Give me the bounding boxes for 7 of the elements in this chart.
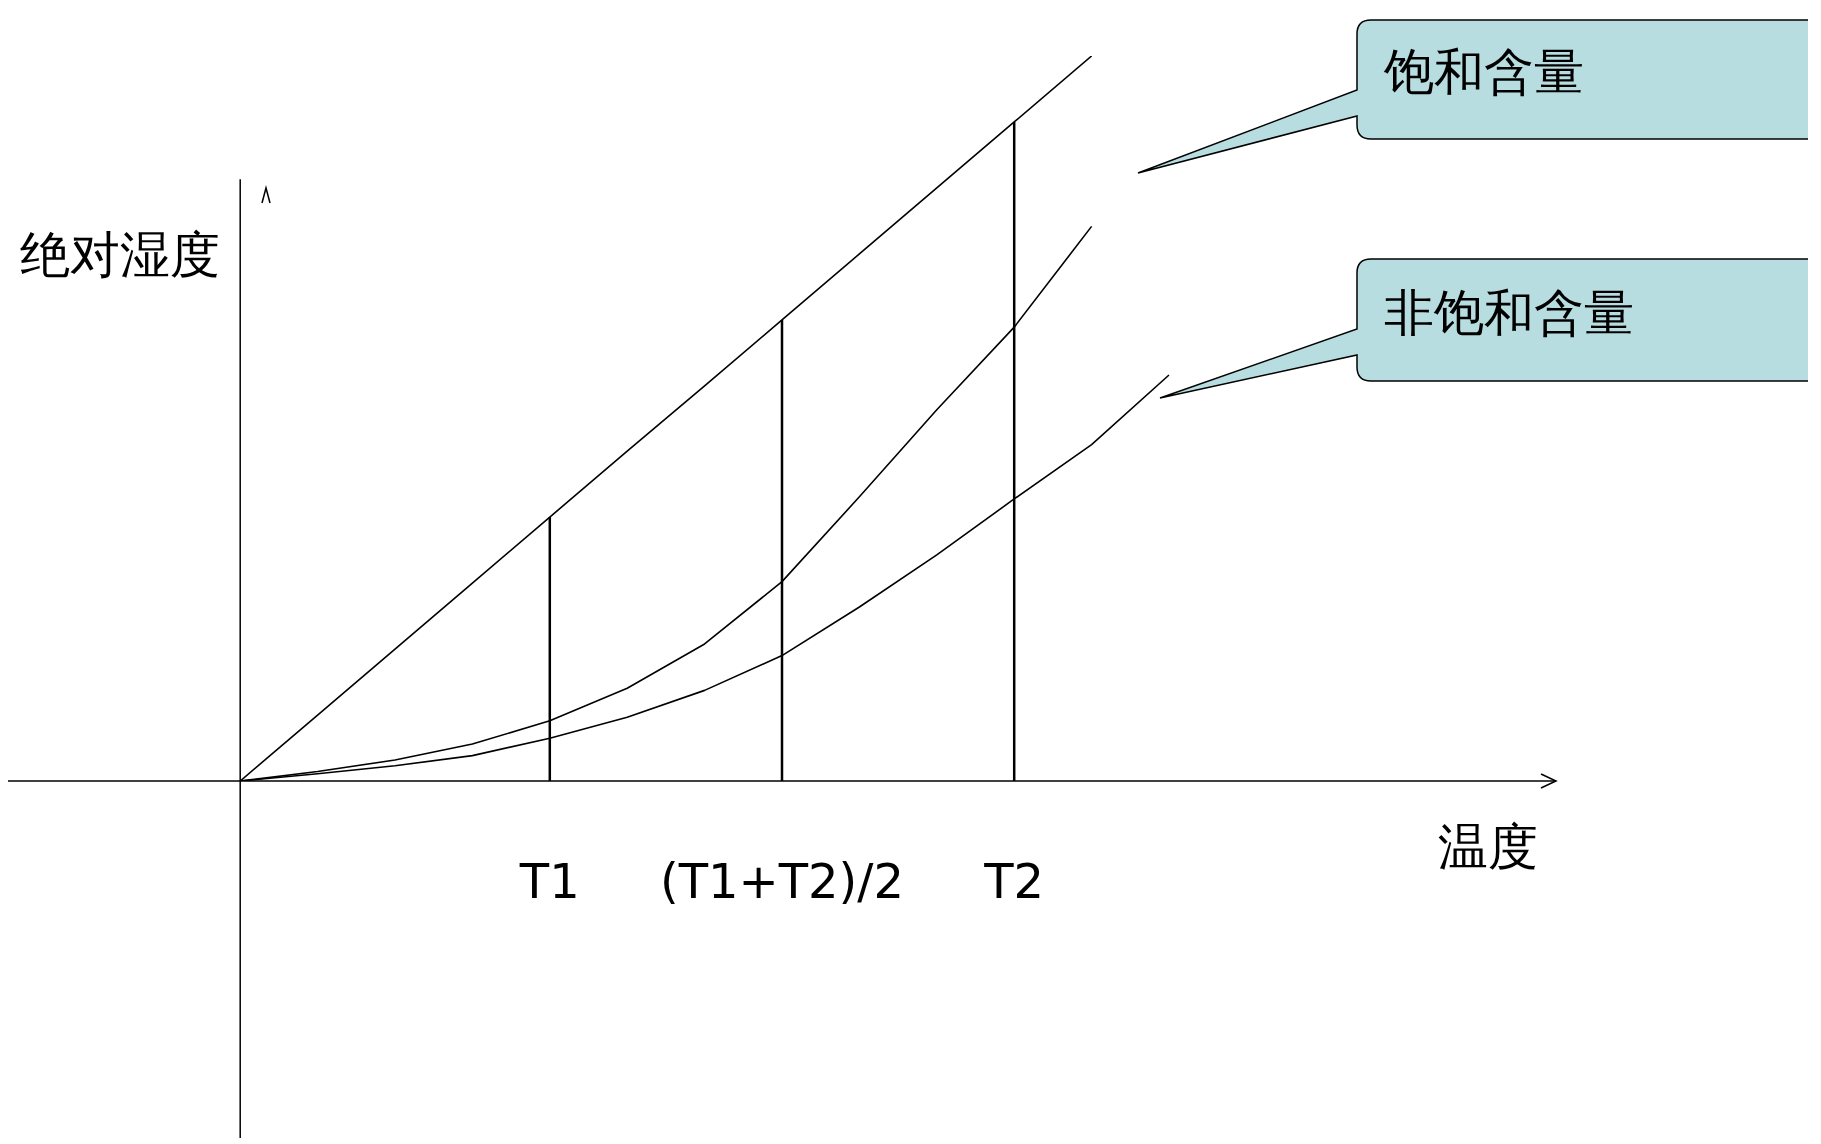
x-tick-label: T2 (983, 853, 1045, 910)
text: 饱和含量 (1383, 43, 1584, 101)
y-axis-title: 绝对湿度 (20, 225, 220, 284)
text: 非饱和含量 (1384, 283, 1634, 342)
x-tick-label: T1 (518, 853, 580, 910)
x-tick-label: (T1+T2)/2 (659, 853, 905, 910)
x-axis-title: 温度 (1438, 817, 1538, 876)
